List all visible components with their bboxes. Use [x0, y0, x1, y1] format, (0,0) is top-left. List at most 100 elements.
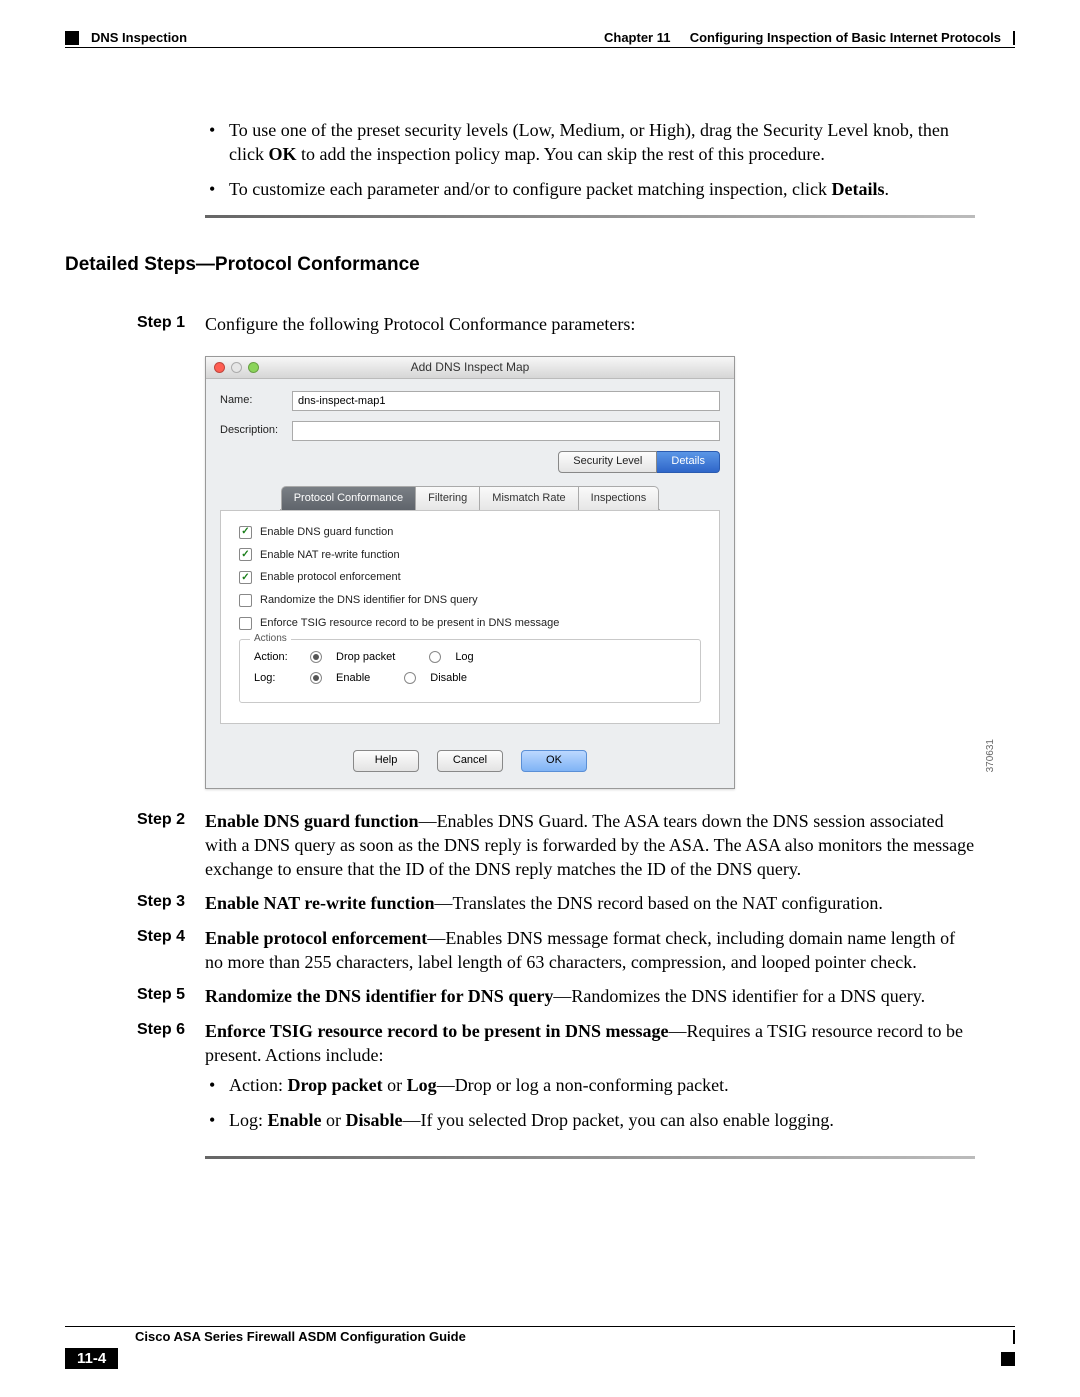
tab-label: Protocol Conformance [294, 492, 403, 504]
radio-log[interactable] [429, 651, 441, 663]
step-bold: Enforce TSIG resource record to be prese… [205, 1021, 668, 1041]
radio-label: Disable [430, 671, 467, 686]
step-label: Step 4 [137, 926, 205, 975]
checkbox-label: Enable NAT re-write function [260, 548, 400, 563]
tab-label: Inspections [591, 492, 647, 504]
step-body: Enable protocol enforcement—Enables DNS … [205, 926, 975, 975]
description-label: Description: [220, 423, 292, 438]
bullet-bold: OK [268, 144, 296, 164]
checkbox-label: Enable DNS guard function [260, 525, 393, 540]
radio-drop-packet[interactable] [310, 651, 322, 663]
step-label: Step 5 [137, 984, 205, 1008]
button-label: Security Level [573, 454, 642, 469]
step-bold: Enable NAT re-write function [205, 893, 435, 913]
checkbox-icon[interactable] [239, 617, 252, 630]
checkbox-row[interactable]: Enable NAT re-write function [239, 548, 701, 563]
button-label: OK [546, 753, 562, 768]
cancel-button[interactable]: Cancel [437, 750, 503, 772]
step-body: Enable DNS guard function—Enables DNS Gu… [205, 809, 975, 882]
page-number-badge: 11-4 [65, 1348, 118, 1369]
section-divider [205, 215, 975, 218]
close-icon[interactable] [214, 362, 225, 373]
bullet-bold: Enable [268, 1110, 322, 1130]
step-label: Step 6 [137, 1019, 205, 1142]
bullet-text: To customize each parameter and/or to co… [229, 179, 832, 199]
tab-label: Mismatch Rate [492, 492, 565, 504]
page-footer: Cisco ASA Series Firewall ASDM Configura… [65, 1326, 1015, 1369]
step-text: Configure the following Protocol Conform… [205, 312, 975, 336]
bullet-text: or [383, 1075, 407, 1095]
bullet-text: to add the inspection policy map. You ca… [297, 144, 825, 164]
header-chapter: Chapter 11 [604, 30, 670, 45]
intro-bullet: To customize each parameter and/or to co… [205, 177, 975, 201]
tab-mismatch-rate[interactable]: Mismatch Rate [480, 486, 578, 510]
step-label: Step 1 [137, 312, 205, 336]
minimize-icon[interactable] [231, 362, 242, 373]
fieldset-legend: Actions [250, 632, 291, 646]
details-button[interactable]: Details [657, 451, 720, 473]
radio-label: Drop packet [336, 650, 395, 665]
image-number: 370631 [984, 739, 998, 772]
name-label: Name: [220, 393, 292, 408]
tab-inspections[interactable]: Inspections [579, 486, 660, 510]
description-input[interactable] [292, 421, 720, 441]
checkbox-icon[interactable] [239, 548, 252, 561]
step-bold: Randomize the DNS identifier for DNS que… [205, 986, 553, 1006]
step-text: —Randomizes the DNS identifier for a DNS… [553, 986, 925, 1006]
actions-fieldset: Actions Action: Drop packet Log Log: Ena… [239, 639, 701, 703]
header-chapter-title: Configuring Inspection of Basic Internet… [690, 30, 1001, 45]
section-heading: Detailed Steps—Protocol Conformance [65, 252, 975, 278]
dialog-tabs: Protocol Conformance Filtering Mismatch … [280, 485, 660, 510]
bullet-text: —Drop or log a non-conforming packet. [437, 1075, 729, 1095]
radio-disable[interactable] [404, 672, 416, 684]
checkbox-label: Randomize the DNS identifier for DNS que… [260, 593, 478, 608]
radio-label: Enable [336, 671, 370, 686]
bullet-bold: Disable [346, 1110, 403, 1130]
action-label: Action: [254, 650, 300, 665]
security-level-button[interactable]: Security Level [558, 451, 657, 473]
bullet-bold: Details [832, 179, 885, 199]
tab-label: Filtering [428, 492, 467, 504]
bullet-text: Action: [229, 1075, 288, 1095]
section-divider [205, 1156, 975, 1159]
maximize-icon[interactable] [248, 362, 259, 373]
checkbox-label: Enable protocol enforcement [260, 570, 401, 585]
help-button[interactable]: Help [353, 750, 419, 772]
ok-button[interactable]: OK [521, 750, 587, 772]
checkbox-icon[interactable] [239, 594, 252, 607]
step-body: Enforce TSIG resource record to be prese… [205, 1019, 975, 1142]
tab-protocol-conformance[interactable]: Protocol Conformance [281, 486, 416, 510]
protocol-conformance-panel: Enable DNS guard function Enable NAT re-… [220, 510, 720, 724]
radio-label: Log [455, 650, 473, 665]
page-header: DNS Inspection Chapter 11 Configuring In… [65, 30, 1015, 48]
dialog-titlebar: Add DNS Inspect Map [206, 357, 734, 379]
footer-square-icon [1001, 1352, 1015, 1366]
radio-enable[interactable] [310, 672, 322, 684]
log-label: Log: [254, 671, 300, 686]
checkbox-row[interactable]: Enable DNS guard function [239, 525, 701, 540]
dns-inspect-dialog: Add DNS Inspect Map Name: Description: S… [205, 356, 735, 789]
header-square-icon [65, 31, 79, 45]
bullet-text: —If you selected Drop packet, you can al… [403, 1110, 834, 1130]
sub-bullet: Action: Drop packet or Log—Drop or log a… [205, 1073, 975, 1097]
bullet-text: Log: [229, 1110, 268, 1130]
tab-filtering[interactable]: Filtering [416, 486, 480, 510]
intro-bullet: To use one of the preset security levels… [205, 118, 975, 167]
bullet-text: . [885, 179, 890, 199]
bullet-bold: Log [407, 1075, 437, 1095]
step-label: Step 2 [137, 809, 205, 882]
name-input[interactable] [292, 391, 720, 411]
step-label: Step 3 [137, 891, 205, 915]
checkbox-row[interactable]: Enforce TSIG resource record to be prese… [239, 616, 701, 631]
checkbox-icon[interactable] [239, 526, 252, 539]
sub-bullet: Log: Enable or Disable—If you selected D… [205, 1108, 975, 1132]
footer-vline-icon [1013, 1330, 1015, 1344]
checkbox-row[interactable]: Enable protocol enforcement [239, 570, 701, 585]
header-vline-icon [1013, 31, 1015, 45]
checkbox-icon[interactable] [239, 571, 252, 584]
button-label: Cancel [453, 753, 487, 768]
checkbox-row[interactable]: Randomize the DNS identifier for DNS que… [239, 593, 701, 608]
checkbox-label: Enforce TSIG resource record to be prese… [260, 616, 559, 631]
step-bold: Enable protocol enforcement [205, 928, 427, 948]
bullet-text: or [322, 1110, 346, 1130]
